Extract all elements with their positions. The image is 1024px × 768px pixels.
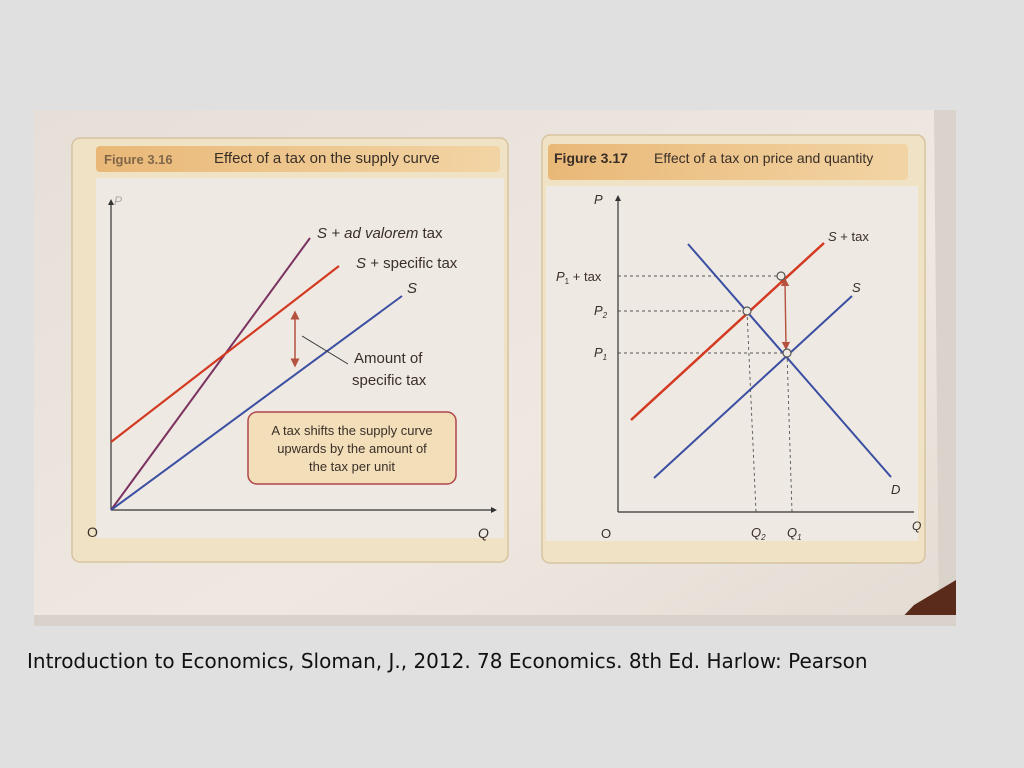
figure-3-16: Figure 3.16 Effect of a tax on the suppl… (71, 137, 509, 563)
figure-panel-border (71, 137, 509, 563)
supply-curve-label: S (407, 280, 417, 297)
y-axis-label: P (594, 192, 603, 207)
table-corner (894, 580, 956, 626)
origin-label: O (87, 524, 98, 540)
q1-guide (786, 352, 793, 513)
y-axis-label: P (114, 194, 122, 208)
note-line-3: the tax per unit (309, 459, 395, 474)
figure-3-17: Figure 3.17 Effect of a tax on price and… (541, 134, 926, 564)
demand-curve-label: D (891, 482, 900, 497)
origin-label: O (601, 526, 611, 541)
textbook-photo: Figure 3.16 Effect of a tax on the suppl… (34, 110, 956, 626)
supply-plus-tax-curve (630, 242, 825, 421)
point-p1-q1 (782, 348, 792, 358)
page-edge (934, 110, 956, 626)
ad-valorem-tax-curve (110, 237, 311, 511)
figure-panel-border (541, 134, 926, 564)
annotation-line-1: Amount of (354, 350, 423, 367)
price-p2-label: P2 (594, 303, 608, 320)
annotation-leader-line (301, 335, 349, 365)
point-p2-q2 (742, 306, 752, 316)
citation-caption: Introduction to Economics, Sloman, J., 2… (27, 649, 868, 673)
demand-curve (687, 243, 892, 478)
figure-title: Effect of a tax on the supply curve (214, 150, 440, 167)
price-p1-label: P1 (594, 345, 607, 362)
specific-tax-curve-label: S + specific tax (356, 255, 458, 272)
supply-curve (653, 295, 853, 479)
figure-header-band (96, 146, 500, 172)
plot-area (546, 186, 918, 541)
note-line-2: upwards by the amount of (277, 441, 427, 456)
ad-valorem-curve-label: S + ad valorem tax (317, 225, 443, 242)
textbook-page-svg: Figure 3.16 Effect of a tax on the suppl… (34, 110, 956, 626)
x-axis-label: Q (478, 525, 489, 541)
quantity-q1-label: Q1 (787, 525, 802, 542)
supply-curve-label: S (852, 280, 861, 295)
note-box (247, 411, 457, 485)
supply-plus-tax-label: S + tax (828, 229, 869, 244)
price-p1-plus-tax-label: P1 + tax (556, 269, 602, 286)
x-axis-label: Q (912, 519, 921, 533)
page-bottom-edge (34, 615, 956, 626)
figure-header-band (548, 144, 908, 180)
specific-tax-curve (110, 265, 340, 443)
annotation-line-2: specific tax (352, 372, 427, 389)
quantity-q2-label: Q2 (751, 525, 766, 542)
figure-number: Figure 3.16 (104, 152, 173, 167)
tax-amount-arrow (780, 277, 791, 351)
figure-number: Figure 3.17 (554, 150, 628, 166)
supply-curve (110, 295, 403, 511)
note-line-1: A tax shifts the supply curve (271, 423, 432, 438)
point-p1-plus-tax (776, 271, 786, 281)
figure-title: Effect of a tax on price and quantity (654, 150, 873, 166)
